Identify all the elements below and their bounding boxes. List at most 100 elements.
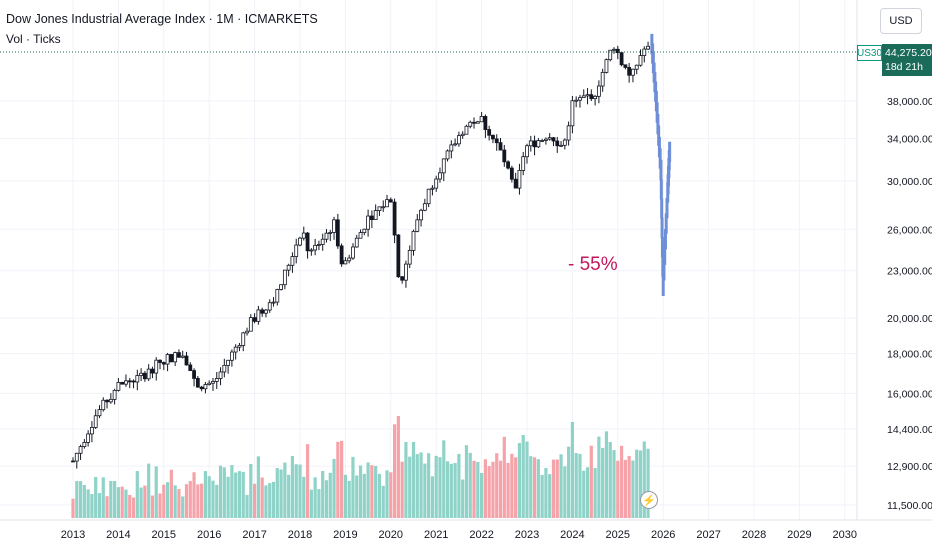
projection-bar (654, 91, 658, 112)
volume-bar (116, 487, 120, 518)
candle-body (256, 309, 261, 322)
candle-body (271, 301, 276, 304)
volume-bar (362, 473, 366, 518)
volume-bar (449, 463, 453, 518)
volume-bar (143, 485, 147, 518)
volume-bar (544, 467, 548, 518)
volume-bar (128, 494, 132, 518)
candle-body (173, 352, 178, 363)
volume-bar (230, 465, 234, 518)
candle-body (207, 382, 212, 385)
volume-bar (260, 477, 264, 518)
volume-bar (521, 434, 525, 518)
candle-body (229, 351, 234, 361)
candle-body (169, 354, 174, 363)
projection-bar (661, 275, 665, 297)
volume-bar (101, 477, 105, 518)
candle-body (161, 362, 166, 365)
volume-bar (188, 481, 192, 518)
candle-body (509, 167, 514, 180)
candle-body (93, 415, 98, 428)
volume-bar (207, 476, 211, 518)
volume-bar (78, 481, 83, 518)
projection-bar (668, 141, 672, 163)
lightning-icon[interactable]: ⚡ (640, 491, 658, 509)
candle-body (475, 121, 480, 124)
candle-body (585, 94, 590, 97)
volume-bar (71, 498, 75, 518)
volume-bar (627, 455, 631, 518)
candle-body (593, 95, 597, 100)
candle-body (517, 170, 522, 189)
volume-bar (589, 445, 593, 518)
candle-body (441, 158, 446, 174)
volume-bar (529, 456, 533, 518)
candle-body (623, 64, 628, 68)
volume-bar (468, 452, 472, 518)
candle-body (532, 140, 537, 148)
volume-bar (154, 466, 158, 518)
volume-bar (234, 472, 238, 518)
volume-bar (113, 480, 117, 518)
volume-bar (442, 440, 446, 518)
candle-body (351, 246, 355, 259)
projection-path (650, 33, 672, 297)
candle-body (275, 289, 280, 303)
candle-body (131, 380, 136, 383)
volume-bar (355, 475, 359, 518)
candle-body (124, 380, 128, 385)
volume-bar (461, 479, 465, 518)
volume-bar (464, 445, 469, 518)
volume-bar (381, 485, 385, 518)
time-tick-label: 2019 (333, 529, 357, 541)
projection-bar (658, 148, 662, 169)
candle-body (188, 364, 193, 371)
candle-body (434, 178, 439, 189)
indicator-label[interactable]: Vol · Ticks (6, 32, 61, 46)
candle-body (419, 209, 423, 221)
candle-body (369, 215, 374, 220)
volume-bar (415, 454, 419, 518)
candle-body (366, 215, 371, 230)
price-tick-label: 14,400.00 (887, 424, 932, 436)
candle-body (150, 368, 155, 374)
volume-bars (71, 416, 650, 518)
candle-body (78, 446, 83, 454)
candle-body (116, 382, 121, 391)
volume-bar (434, 455, 438, 518)
price-tick-label: 30,000.00 (887, 176, 932, 188)
candle-body (525, 145, 529, 158)
volume-bar (370, 465, 374, 518)
volume-bar (385, 470, 389, 518)
candle-body (438, 172, 442, 180)
candle-body (456, 135, 461, 145)
candle-body (547, 137, 552, 140)
volume-bar (480, 472, 484, 518)
volume-bar (86, 489, 90, 518)
volume-bar (495, 453, 499, 518)
candle-body (407, 249, 412, 265)
last-price-value: 44,275.20 (885, 47, 932, 59)
candle-body (112, 389, 117, 400)
candle-body (612, 48, 616, 51)
candle-body (218, 371, 223, 379)
candle-body (521, 156, 526, 171)
candle-body (199, 386, 204, 390)
volume-bar (445, 461, 450, 518)
projection-bar (660, 217, 664, 239)
candle-body (294, 244, 299, 257)
candle-body (105, 399, 109, 403)
volume-bar (124, 489, 128, 518)
volume-bar (555, 459, 559, 518)
volume-bar (623, 459, 627, 518)
candle-body (574, 99, 579, 102)
volume-bar (226, 476, 230, 518)
time-tick-label: 2025 (606, 529, 630, 541)
candle-body (142, 372, 147, 380)
volume-bar (551, 459, 556, 518)
candle-body (615, 48, 620, 54)
candle-body (551, 137, 556, 142)
price-tick-label: 23,000.00 (887, 266, 932, 278)
currency-button[interactable]: USD (880, 8, 922, 34)
